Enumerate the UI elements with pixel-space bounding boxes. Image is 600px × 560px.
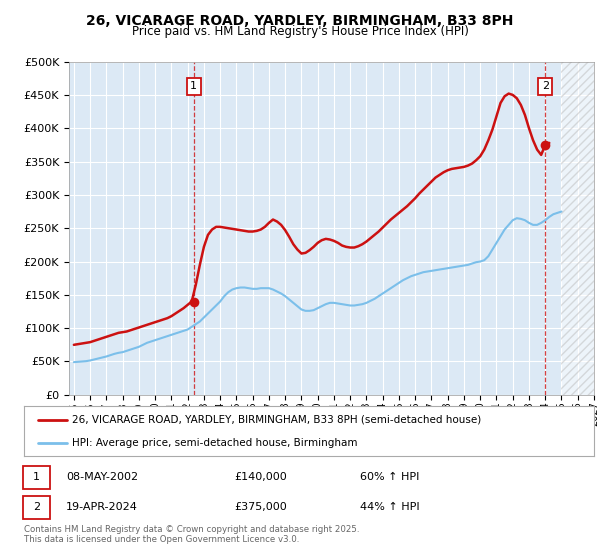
Text: Price paid vs. HM Land Registry's House Price Index (HPI): Price paid vs. HM Land Registry's House …	[131, 25, 469, 38]
Text: HPI: Average price, semi-detached house, Birmingham: HPI: Average price, semi-detached house,…	[73, 438, 358, 448]
Text: 26, VICARAGE ROAD, YARDLEY, BIRMINGHAM, B33 8PH: 26, VICARAGE ROAD, YARDLEY, BIRMINGHAM, …	[86, 14, 514, 28]
Text: 1: 1	[33, 472, 40, 482]
Text: 2: 2	[542, 81, 549, 91]
Text: 08-MAY-2002: 08-MAY-2002	[66, 472, 138, 482]
Text: Contains HM Land Registry data © Crown copyright and database right 2025.
This d: Contains HM Land Registry data © Crown c…	[24, 525, 359, 544]
Text: £140,000: £140,000	[234, 472, 287, 482]
Text: 2: 2	[33, 502, 40, 512]
Text: 26, VICARAGE ROAD, YARDLEY, BIRMINGHAM, B33 8PH (semi-detached house): 26, VICARAGE ROAD, YARDLEY, BIRMINGHAM, …	[73, 414, 482, 424]
Text: 1: 1	[190, 81, 197, 91]
Text: £375,000: £375,000	[234, 502, 287, 512]
Text: 44% ↑ HPI: 44% ↑ HPI	[360, 502, 419, 512]
Text: 19-APR-2024: 19-APR-2024	[66, 502, 138, 512]
Bar	[562, 62, 594, 395]
Text: 60% ↑ HPI: 60% ↑ HPI	[360, 472, 419, 482]
